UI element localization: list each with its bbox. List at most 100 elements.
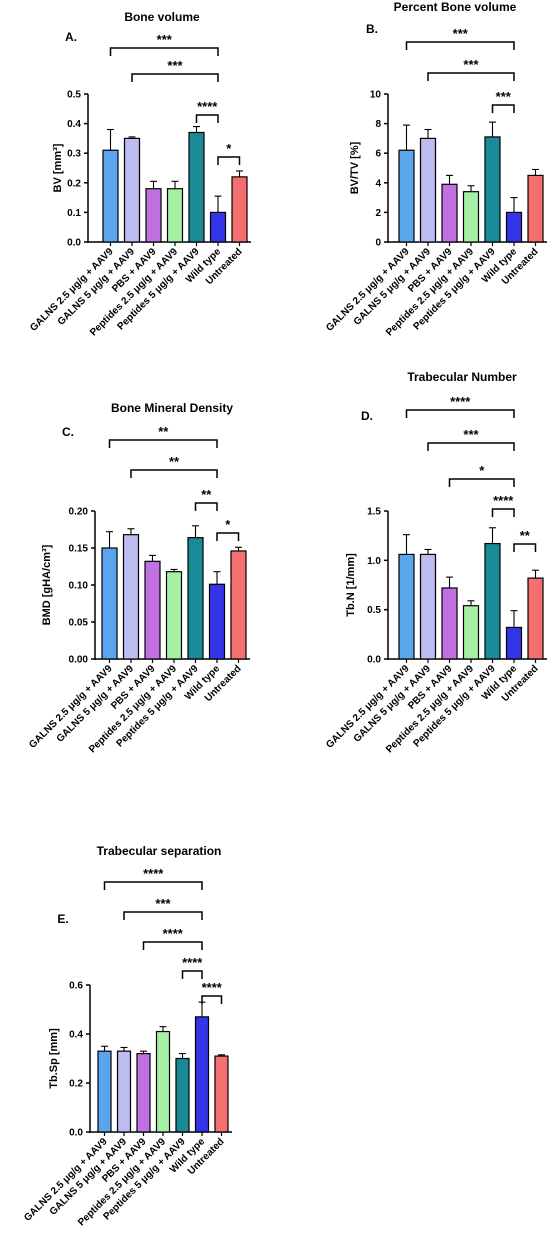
chart-panel-e: Trabecular separation E. 0.0 0.2 0.4 0.6 Tb.Sp… — [22, 844, 232, 1228]
bar-2 — [419, 553, 437, 660]
bar-4 — [462, 191, 480, 243]
y-tick-label: 0.20 — [69, 507, 89, 518]
significance-bracket — [491, 508, 515, 517]
y-axis-label: BV/TV [%] — [349, 141, 361, 194]
y-tick-label: 0.0 — [67, 238, 81, 249]
significance-label: *** — [157, 32, 173, 47]
y-tick-label: 2 — [375, 208, 381, 219]
bar-2 — [419, 137, 437, 243]
bar-6 — [505, 211, 523, 243]
bar-1 — [102, 149, 119, 243]
panel-label: B. — [366, 22, 378, 36]
bar-4 — [166, 188, 184, 243]
bar-7 — [231, 176, 248, 243]
y-tick-label: 0.4 — [67, 119, 81, 130]
significance-bracket — [448, 478, 515, 487]
significance-label: **** — [493, 493, 514, 508]
significance-bracket — [405, 41, 515, 50]
significance-label: * — [225, 517, 231, 532]
y-tick-label: 1.0 — [367, 556, 381, 567]
y-tick-label: 0.0 — [367, 655, 381, 666]
y-tick-label: 0.10 — [69, 581, 89, 592]
y-tick-label: 0.00 — [69, 655, 89, 666]
y-tick-label: 6 — [375, 149, 381, 160]
y-axis-label: Tb.Sp [mm] — [48, 1028, 60, 1089]
y-tick-label: 8 — [375, 119, 381, 130]
panel-label: E. — [57, 912, 68, 926]
y-tick-label: 0.6 — [69, 981, 83, 992]
y-tick-label: 0.15 — [69, 544, 89, 555]
significance-label: ** — [520, 528, 531, 543]
panel-label: D. — [361, 409, 373, 423]
significance-label: **** — [197, 99, 218, 114]
bar-1 — [398, 553, 415, 660]
significance-bracket — [216, 532, 240, 541]
bar-5 — [484, 542, 501, 660]
significance-label: *** — [496, 89, 512, 104]
significance-label: *** — [167, 58, 183, 73]
chart-title: Trabecular Number — [407, 370, 517, 384]
significance-label: * — [226, 141, 232, 156]
bar-1 — [398, 149, 415, 243]
significance-bracket — [131, 73, 219, 82]
y-tick-label: 0 — [375, 238, 381, 249]
chart-panel-c: Bone Mineral Density C. 0.00 0.05 0.10 0.15 0.… — [27, 401, 250, 755]
bar-6 — [194, 1016, 210, 1133]
bar-2 — [116, 1050, 132, 1133]
y-tick-label: 0.0 — [69, 1128, 83, 1139]
significance-label: **** — [143, 866, 164, 881]
bar-3 — [144, 560, 161, 660]
significance-label: ** — [169, 454, 180, 469]
bar-6 — [505, 626, 523, 660]
significance-label: **** — [182, 955, 203, 970]
bar-1 — [101, 547, 118, 660]
panel-label: C. — [62, 425, 74, 439]
significance-bracket — [405, 409, 515, 418]
significance-bracket — [201, 995, 223, 1004]
chart-title: Trabecular separation — [97, 844, 222, 858]
chart-title: Bone volume — [124, 10, 200, 24]
bar-7 — [214, 1055, 229, 1133]
bar-7 — [230, 550, 247, 660]
y-tick-label: 0.1 — [67, 208, 81, 219]
bar-5 — [484, 136, 501, 243]
significance-bracket — [181, 970, 203, 979]
chart-title: Bone Mineral Density — [111, 401, 233, 415]
significance-label: **** — [163, 926, 184, 941]
bar-5 — [175, 1057, 190, 1133]
significance-bracket — [427, 442, 515, 451]
significance-bracket — [108, 439, 218, 448]
significance-label: ** — [158, 424, 169, 439]
y-tick-label: 10 — [370, 90, 382, 101]
y-tick-label: 0.5 — [367, 605, 381, 616]
bar-4 — [165, 571, 183, 660]
significance-bracket — [109, 47, 219, 56]
significance-bracket — [194, 502, 218, 511]
significance-bracket — [130, 469, 218, 478]
bar-2 — [122, 534, 140, 660]
y-tick-label: 0.4 — [69, 1030, 83, 1041]
bar-3 — [441, 587, 458, 660]
y-tick-label: 0.05 — [69, 618, 89, 629]
bar-4 — [155, 1030, 171, 1133]
significance-label: *** — [453, 26, 469, 41]
bar-6 — [208, 583, 226, 660]
significance-label: **** — [450, 394, 471, 409]
y-tick-label: 4 — [375, 178, 381, 189]
significance-bracket — [513, 543, 537, 552]
bar-5 — [188, 131, 205, 243]
bar-3 — [136, 1052, 151, 1133]
y-tick-label: 0.2 — [69, 1079, 83, 1090]
bar-7 — [527, 577, 544, 660]
y-tick-label: 0.2 — [67, 178, 81, 189]
significance-bracket — [217, 156, 241, 165]
significance-label: **** — [202, 980, 223, 995]
significance-label: *** — [463, 57, 479, 72]
significance-bracket — [427, 72, 515, 81]
bar-7 — [527, 174, 544, 243]
panel-label: A. — [65, 30, 77, 44]
significance-label: ** — [201, 487, 212, 502]
y-axis-label: Tb.N [1/mm] — [345, 553, 357, 617]
